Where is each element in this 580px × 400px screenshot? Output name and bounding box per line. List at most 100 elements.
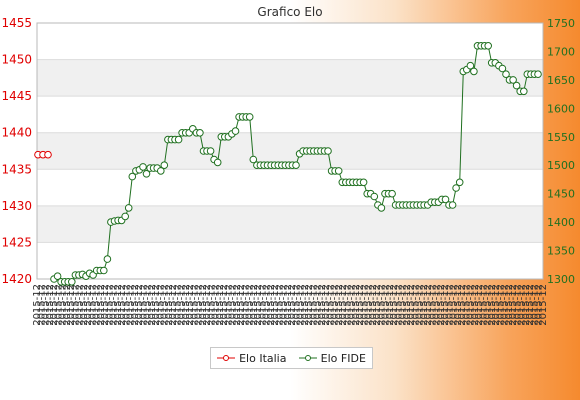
x-tick-label: 2015-12 bbox=[423, 284, 434, 326]
x-tick-label: 2015-12 bbox=[109, 284, 120, 326]
data-point bbox=[44, 150, 52, 159]
x-tick-label: 2015-12 bbox=[355, 284, 366, 326]
data-point bbox=[452, 184, 460, 192]
x-tick-label: 2015-12 bbox=[385, 284, 396, 326]
legend-swatch-elo-fide bbox=[298, 354, 317, 362]
data-point bbox=[157, 167, 165, 175]
x-tick-label: 2015-12 bbox=[266, 284, 277, 326]
grid-band bbox=[37, 59, 543, 97]
x-tick-label: 2015-12 bbox=[415, 284, 426, 326]
data-point bbox=[231, 127, 240, 135]
x-tick-label: 2015-12 bbox=[351, 284, 362, 326]
data-point bbox=[466, 61, 475, 70]
x-tick-label: 2015-12 bbox=[151, 284, 162, 326]
x-tick-label: 2015-12 bbox=[483, 284, 494, 326]
right-tick-label: 1350 bbox=[547, 245, 575, 258]
x-tick-label: 2015-12 bbox=[92, 284, 103, 326]
data-point bbox=[370, 192, 379, 201]
legend-swatch-elo-italia bbox=[217, 354, 236, 362]
x-tick-label: 2015-12 bbox=[427, 284, 438, 326]
x-tick-label: 2015-12 bbox=[79, 284, 90, 326]
right-tick-label: 1750 bbox=[547, 17, 575, 30]
x-tick-label: 2015-12 bbox=[432, 284, 443, 326]
data-point bbox=[124, 204, 133, 212]
x-tick-label: 2015-12 bbox=[147, 284, 158, 326]
x-tick-label: 2015-12 bbox=[181, 284, 192, 326]
x-tick-label: 2015-12 bbox=[202, 284, 213, 326]
x-tick-label: 2015-12 bbox=[270, 284, 281, 326]
x-tick-label: 2015-12 bbox=[130, 284, 141, 326]
x-tick-label: 2015-12 bbox=[198, 284, 209, 326]
x-tick-label: 2015-12 bbox=[487, 284, 498, 326]
data-point bbox=[441, 195, 450, 204]
x-tick-label: 2015-12 bbox=[53, 284, 64, 326]
x-tick-label: 2015-12 bbox=[325, 284, 336, 326]
data-point bbox=[534, 70, 542, 78]
x-tick-label: 2015-12 bbox=[49, 284, 60, 326]
data-point bbox=[498, 64, 507, 73]
x-tick-label: 2015-12 bbox=[453, 284, 464, 326]
x-tick-label: 2015-12 bbox=[253, 284, 264, 326]
right-tick-label: 1600 bbox=[547, 102, 575, 115]
x-tick-label: 2015-12 bbox=[185, 284, 196, 326]
right-tick-label: 1700 bbox=[547, 45, 575, 58]
x-tick-label: 2015-12 bbox=[521, 284, 532, 326]
x-tick-label: 2015-12 bbox=[410, 284, 421, 326]
x-tick-label: 2015-12 bbox=[449, 284, 460, 326]
x-tick-label: 2015-12 bbox=[491, 284, 502, 326]
x-tick-label: 2015-12 bbox=[138, 284, 149, 326]
x-tick-label: 2015-12 bbox=[143, 284, 154, 326]
x-tick-label: 2015-12 bbox=[211, 284, 222, 326]
data-point bbox=[455, 178, 464, 187]
x-tick-label: 2015-12 bbox=[134, 284, 145, 326]
x-tick-label: 2015-12 bbox=[274, 284, 285, 326]
data-point bbox=[206, 147, 215, 155]
x-tick-label: 2015-12 bbox=[219, 284, 230, 326]
data-point bbox=[174, 135, 183, 144]
x-tick-label: 2015-12 bbox=[228, 284, 239, 326]
right-tick-label: 1400 bbox=[547, 216, 575, 229]
x-tick-label: 2015-12 bbox=[538, 284, 549, 326]
x-tick-label: 2015-12 bbox=[104, 284, 115, 326]
data-point bbox=[139, 163, 147, 171]
x-tick-label: 2015-12 bbox=[168, 284, 179, 326]
legend-label-elo-fide: Elo FIDE bbox=[320, 351, 366, 365]
x-tick-label: 2015-12 bbox=[402, 284, 413, 326]
x-tick-label: 2015-12 bbox=[347, 284, 358, 326]
left-tick-label: 1440 bbox=[1, 126, 32, 140]
x-tick-label: 2015-12 bbox=[215, 284, 226, 326]
legend-item-elo-italia: Elo Italia bbox=[217, 352, 286, 365]
x-tick-label: 2015-12 bbox=[478, 284, 489, 326]
left-tick-label: 1420 bbox=[1, 272, 32, 286]
x-tick-label: 2015-12 bbox=[389, 284, 400, 326]
data-point bbox=[292, 161, 300, 169]
x-tick-label: 2015-12 bbox=[313, 284, 324, 326]
x-tick-label: 2015-12 bbox=[372, 284, 383, 326]
x-tick-label: 2015-12 bbox=[262, 284, 273, 326]
x-tick-label: 2015-12 bbox=[398, 284, 409, 326]
data-point bbox=[388, 189, 396, 198]
x-tick-label: 2015-12 bbox=[461, 284, 472, 326]
x-tick-label: 2015-12 bbox=[160, 284, 171, 326]
data-point bbox=[53, 272, 62, 281]
right-tick-label: 1650 bbox=[547, 74, 575, 87]
x-tick-label: 2015-12 bbox=[444, 284, 455, 326]
x-tick-label: 2015-12 bbox=[58, 284, 69, 326]
x-tick-label: 2015-12 bbox=[249, 284, 260, 326]
data-point bbox=[520, 87, 528, 96]
plot-frame bbox=[36, 22, 544, 280]
x-tick-label: 2015-12 bbox=[393, 284, 404, 326]
data-point bbox=[484, 42, 493, 50]
x-tick-label: 2015-12 bbox=[466, 284, 477, 326]
data-point bbox=[160, 161, 169, 169]
x-tick-label: 2015-12 bbox=[117, 284, 128, 326]
x-tick-label: 2015-12 bbox=[534, 284, 545, 326]
legend-item-elo-fide: Elo FIDE bbox=[298, 351, 366, 365]
data-point bbox=[359, 178, 368, 187]
x-tick-label: 2015-12 bbox=[121, 284, 132, 326]
x-tick-label: 2015-12 bbox=[495, 284, 506, 326]
data-point bbox=[196, 129, 204, 137]
x-tick-label: 2015-12 bbox=[525, 284, 536, 326]
x-tick-label: 2015-12 bbox=[529, 284, 540, 326]
